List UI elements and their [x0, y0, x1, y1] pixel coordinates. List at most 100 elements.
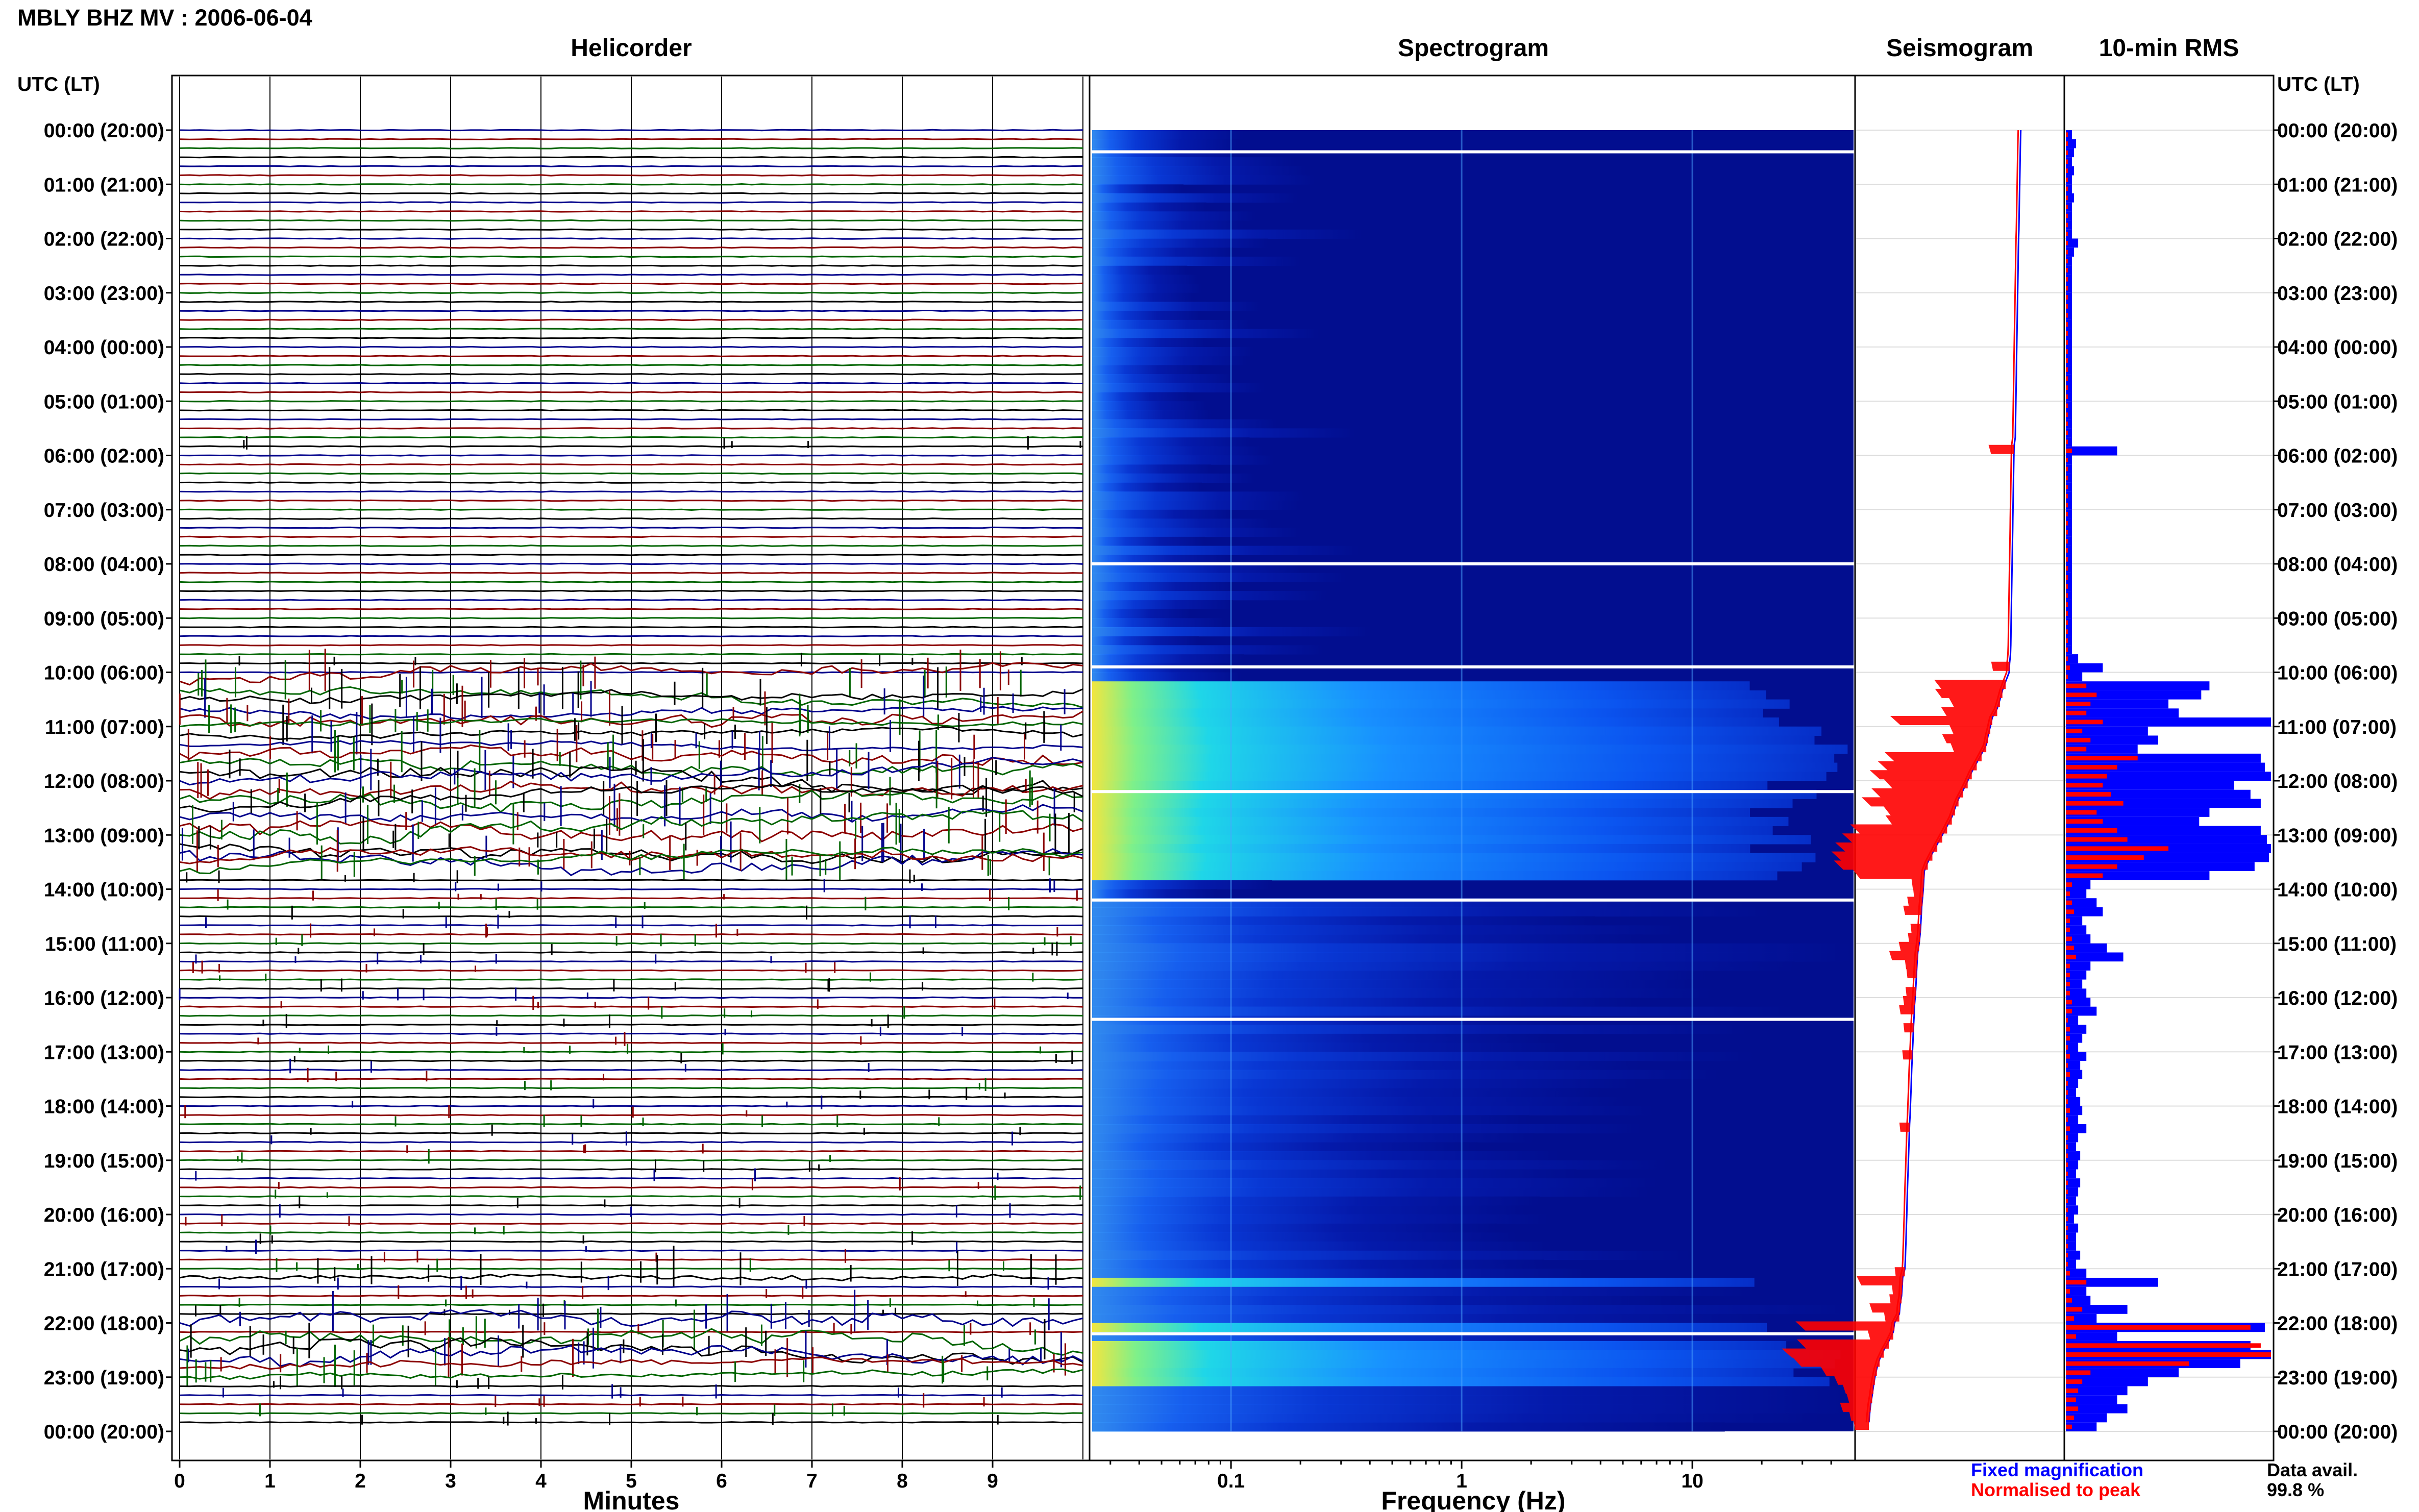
rms-bar-normalised	[2066, 1397, 2077, 1402]
rms-bar-fixed	[2066, 1386, 2128, 1396]
spectrogram-row	[1092, 1368, 1794, 1378]
rms-bar-fixed	[2066, 1060, 2081, 1070]
rms-bar-normalised	[2066, 232, 2068, 237]
spectrogram-row	[1092, 501, 1301, 510]
rms-bar-fixed	[2066, 1151, 2081, 1160]
helicorder-trace	[179, 1032, 1083, 1035]
helicorder-trace	[179, 373, 1083, 376]
rms-bar-normalised	[2066, 1036, 2070, 1041]
rms-bar-normalised	[2066, 954, 2077, 959]
time-label-left: 02:00 (22:00)	[44, 229, 164, 251]
spectrogram-row	[1092, 184, 1184, 194]
rms-bar-normalised	[2066, 1217, 2068, 1222]
helicorder-traces	[179, 129, 1083, 1426]
spectrogram-row	[1092, 853, 1816, 862]
spectrogram-row	[1092, 1205, 1526, 1215]
helicorder-trace	[179, 744, 1083, 766]
time-label-left: 07:00 (03:00)	[44, 500, 164, 522]
time-label-right: 07:00 (03:00)	[2277, 500, 2398, 522]
helicorder-trace	[179, 942, 1083, 945]
rms-bar-normalised	[2066, 1162, 2068, 1168]
helicorder-trace	[179, 960, 1083, 963]
rms-bar-normalised	[2066, 322, 2068, 327]
rms-bar-fixed	[2066, 1178, 2081, 1187]
time-label-right: 00:00 (20:00)	[2277, 120, 2398, 142]
spectrogram-row	[1092, 690, 1766, 700]
spectrogram-row	[1092, 1269, 1593, 1278]
spectrogram-row	[1092, 573, 1347, 582]
rms-bar-fixed	[2066, 1422, 2097, 1431]
rms-bar-normalised	[2066, 783, 2103, 788]
rms-bar-normalised	[2066, 990, 2070, 996]
rms-bar-fixed	[2066, 907, 2103, 916]
helicorder-trace	[179, 210, 1083, 213]
rms-bar-normalised	[2066, 1370, 2091, 1375]
spectrogram-row	[1092, 781, 1768, 790]
rms-bar-fixed	[2066, 1025, 2087, 1034]
spectrogram-row	[1092, 446, 1263, 456]
rms-bar-fixed	[2066, 1160, 2079, 1170]
rms-bar-normalised	[2066, 656, 2068, 661]
helicorder-trace	[179, 969, 1083, 972]
helicorder-trace	[179, 301, 1083, 303]
time-label-left: 18:00 (14:00)	[44, 1096, 164, 1118]
spectrogram-row	[1092, 916, 1595, 926]
time-label-left: 22:00 (18:00)	[44, 1313, 164, 1335]
rms-bar-normalised	[2066, 304, 2068, 309]
rms-bar-normalised	[2066, 909, 2075, 914]
rms-bar-normalised	[2066, 647, 2068, 652]
spectrogram-row	[1092, 1223, 1497, 1233]
spectrogram-row	[1092, 988, 1712, 998]
spectrogram-row	[1092, 1052, 1755, 1061]
rms-bar-normalised	[2066, 837, 2128, 842]
spectrogram-row	[1092, 383, 1265, 393]
spectrogram-row	[1092, 193, 1298, 203]
time-label-right: 14:00 (10:00)	[2277, 879, 2398, 901]
helicorder-trace	[179, 147, 1083, 150]
time-label-left: 23:00 (19:00)	[44, 1367, 164, 1389]
spectrogram-row	[1092, 229, 1363, 239]
spectrogram-row	[1092, 356, 1247, 365]
helicorder-trace	[179, 382, 1083, 385]
helicorder-trace	[179, 1356, 1083, 1370]
spectrogram-title: Spectrogram	[1398, 35, 1549, 62]
rms-bar-fixed	[2066, 1232, 2077, 1242]
helicorder-trace	[179, 463, 1083, 466]
helicorder-x-tick-label: 0	[174, 1470, 185, 1492]
spectrogram-row	[1092, 292, 1194, 302]
spectrogram-row	[1092, 1296, 1675, 1305]
helicorder-trace	[179, 1177, 1083, 1180]
rms-bar-fixed	[2066, 1413, 2107, 1423]
helicorder-trace	[179, 1303, 1083, 1306]
helicorder-trace	[180, 201, 1083, 204]
spectrogram-row	[1092, 1404, 1854, 1414]
spectrogram-row	[1092, 1088, 1602, 1098]
rms-bar-fixed	[2066, 1223, 2079, 1233]
rms-bar-normalised	[2066, 422, 2068, 426]
rms-bar-normalised	[2066, 250, 2068, 255]
rms-bars	[2066, 130, 2271, 1431]
rms-bar-fixed	[2066, 663, 2103, 673]
spectrogram-row	[1092, 681, 1750, 691]
time-label-right: 01:00 (21:00)	[2277, 174, 2398, 196]
spectrogram-row	[1092, 473, 1255, 483]
spectrogram-x-ticks: 0.1 1 10	[1109, 1460, 1832, 1492]
seismogram-grid	[1856, 130, 2063, 1432]
rms-bar-normalised	[2066, 1054, 2070, 1059]
rms-bar-fixed	[2066, 690, 2202, 700]
rms-bar-normalised	[2066, 1171, 2068, 1176]
helicorder-trace	[179, 1285, 1083, 1288]
rms-bar-normalised	[2066, 186, 2068, 191]
helicorder-trace	[179, 192, 1083, 195]
spectrogram-row	[1092, 482, 1202, 492]
helicorder-trace	[179, 662, 1083, 665]
rms-bar-normalised	[2066, 593, 2068, 598]
spectrogram-row	[1092, 1070, 1720, 1079]
spectrogram-row	[1092, 238, 1269, 248]
time-label-right: 15:00 (11:00)	[2277, 933, 2397, 955]
time-label-right: 18:00 (14:00)	[2277, 1096, 2398, 1118]
time-label-left: 20:00 (16:00)	[44, 1204, 164, 1226]
rms-bar-normalised	[2066, 792, 2111, 797]
helicorder-trace	[179, 1195, 1083, 1198]
spectrogram-row	[1092, 555, 1228, 564]
